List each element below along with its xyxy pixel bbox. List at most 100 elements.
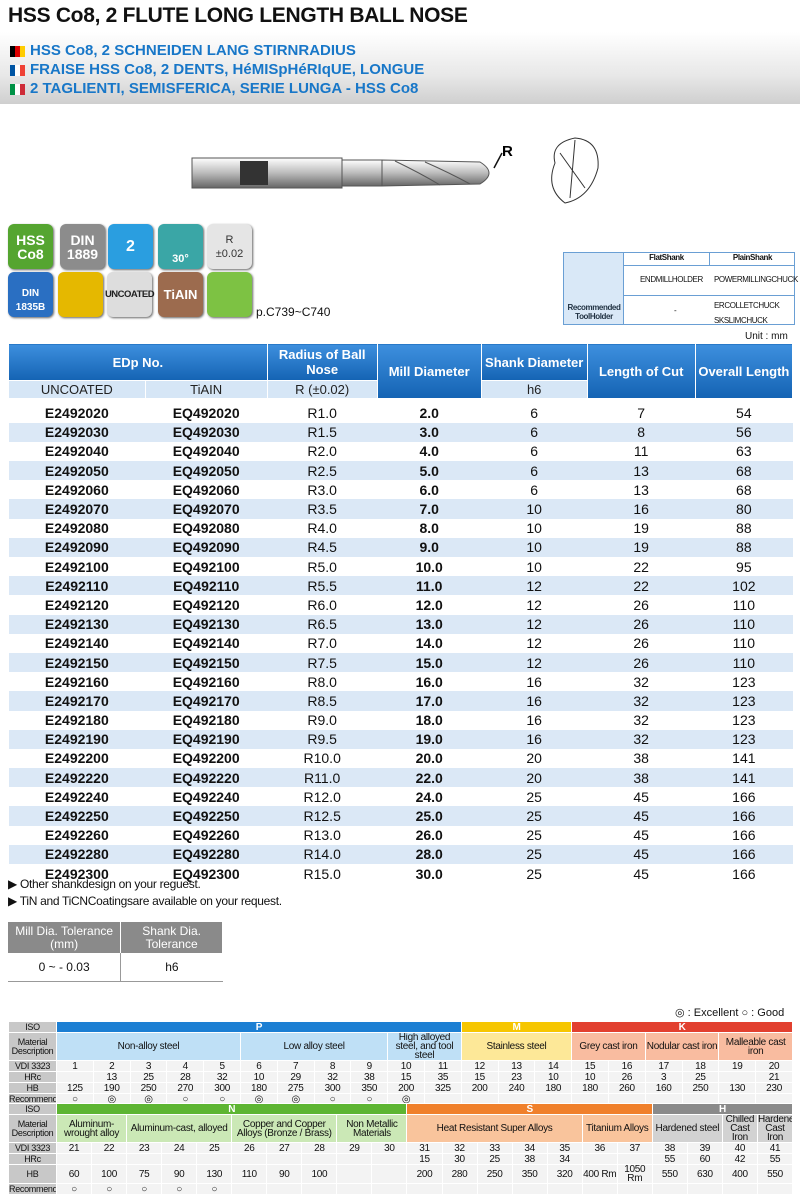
toolholder-label: Recommended ToolHolder — [567, 303, 621, 321]
cell: 19 — [633, 520, 649, 537]
cell — [196, 1153, 233, 1165]
cell: EQ492170 — [145, 691, 268, 711]
cell: 110 — [732, 596, 755, 613]
cell: 10 — [571, 1071, 609, 1083]
cell: 32 — [587, 729, 696, 749]
cell: 8 — [587, 422, 696, 442]
cell: 2.0 — [419, 405, 439, 422]
cell: 110 — [732, 635, 755, 652]
th: Mill Diameter — [376, 343, 482, 399]
desc-row: Material Description Non-alloy steel Low a… — [8, 1032, 793, 1061]
cell: 250 — [681, 1082, 720, 1094]
row: E2492180 EQ492180 R9.0 18.0 16 32 123 — [9, 711, 793, 730]
note: ▶ TiN and TiCNCoatingsare available on y… — [8, 894, 282, 908]
cell: EQ492240 — [172, 788, 240, 805]
tool-drawing: R — [191, 137, 599, 204]
row: E2492260 EQ492260 R13.0 26.0 25 45 166 — [9, 826, 793, 845]
cell: 45 — [633, 827, 649, 844]
cell: 15 — [387, 1071, 425, 1083]
flag-de — [10, 46, 25, 57]
cell — [616, 1153, 653, 1165]
cell: h6 — [120, 953, 223, 982]
cell: 19.0 — [377, 729, 482, 749]
th: Overall Length — [694, 343, 794, 399]
cell: 300 — [313, 1082, 352, 1094]
row-label: HB — [8, 1164, 57, 1184]
row-label: VDI 3323 — [8, 1060, 57, 1072]
cell: 26 — [587, 614, 696, 634]
cell: 35 — [423, 1071, 462, 1083]
row: E2492080 EQ492080 R4.0 8.0 10 19 88 — [9, 519, 793, 538]
th: Length of Cut — [586, 343, 696, 399]
row: E2492200 EQ492200 R10.0 20.0 20 38 141 — [9, 749, 793, 768]
cell: ○ — [126, 1183, 163, 1195]
cell: 19 — [587, 537, 696, 557]
badge-flutes: 2 — [108, 224, 153, 269]
th-sub: R (±0.02) — [266, 380, 378, 399]
cell: 110 — [695, 614, 793, 634]
cell: 68 — [695, 461, 793, 481]
cell: 3.0 — [377, 422, 482, 442]
cell: E2492300 — [44, 865, 109, 882]
cell: 24 — [161, 1142, 198, 1154]
iso-row: ISO P M K — [8, 1021, 793, 1033]
cell: EQ492060 — [172, 481, 240, 498]
cell: 26.0 — [415, 827, 443, 844]
cell: 16 — [526, 673, 542, 690]
cell: 7.0 — [377, 499, 482, 519]
cell: 250 — [129, 1082, 168, 1094]
cell: 26 — [231, 1142, 268, 1154]
cell: 100 — [91, 1164, 128, 1184]
cell: 13 — [587, 461, 696, 481]
cell: 230 — [755, 1082, 793, 1094]
cell: 11 — [633, 443, 649, 460]
cell: ◎ — [129, 1093, 168, 1105]
cell: 3 — [644, 1071, 683, 1083]
cell: 16 — [481, 729, 588, 749]
cell: 16 — [526, 712, 542, 729]
cell: 6 — [530, 405, 539, 422]
cell: 18 — [681, 1060, 720, 1072]
cell: 16 — [481, 691, 588, 711]
cell: ○ — [161, 1183, 198, 1195]
cell: 20 — [481, 768, 588, 788]
cell: 320 — [546, 1164, 583, 1184]
cell — [161, 1153, 198, 1165]
cell: 400 — [721, 1164, 758, 1184]
cell: 123 — [695, 691, 793, 711]
iso-cell: P — [56, 1021, 462, 1033]
row-label: VDI 3323 — [8, 1142, 57, 1154]
cell: 10 — [239, 1071, 278, 1083]
cell — [476, 1183, 513, 1195]
cell: E2492060 — [44, 481, 109, 498]
cell: 25 — [196, 1142, 233, 1154]
cell — [91, 1153, 128, 1165]
cell: EQ492220 — [145, 768, 268, 788]
cell: 110 — [231, 1164, 268, 1184]
desc-cell: High alloyed steel, and tool steel — [387, 1032, 462, 1061]
cell: 166 — [695, 844, 793, 864]
cell: 10 — [534, 1071, 573, 1083]
cell: 25 — [681, 1071, 720, 1083]
desc-cell: Aluminum-cast, alloyed — [126, 1114, 233, 1143]
cell: E2492090 — [8, 537, 146, 557]
cell: 15 — [460, 1071, 499, 1083]
cell: 8 — [313, 1060, 352, 1072]
header-band — [0, 32, 800, 104]
cell — [581, 1153, 618, 1165]
cell: 23 — [497, 1071, 536, 1083]
cell: 54 — [736, 405, 752, 422]
cell: 26 — [607, 1071, 646, 1083]
cell: 34 — [511, 1142, 548, 1154]
cell: R7.5 — [267, 652, 378, 673]
cell: 36 — [581, 1142, 618, 1154]
cell: R5.5 — [267, 576, 378, 596]
cell: E2492180 — [44, 712, 109, 729]
cell: 18.0 — [415, 712, 443, 729]
cell — [546, 1183, 583, 1195]
cell: 280 — [441, 1164, 478, 1184]
desc-cell: Low alloy steel — [239, 1032, 389, 1061]
cell: 0 ~ - 0.03 — [8, 953, 121, 982]
legend-item: ○ : Good — [741, 1007, 785, 1019]
